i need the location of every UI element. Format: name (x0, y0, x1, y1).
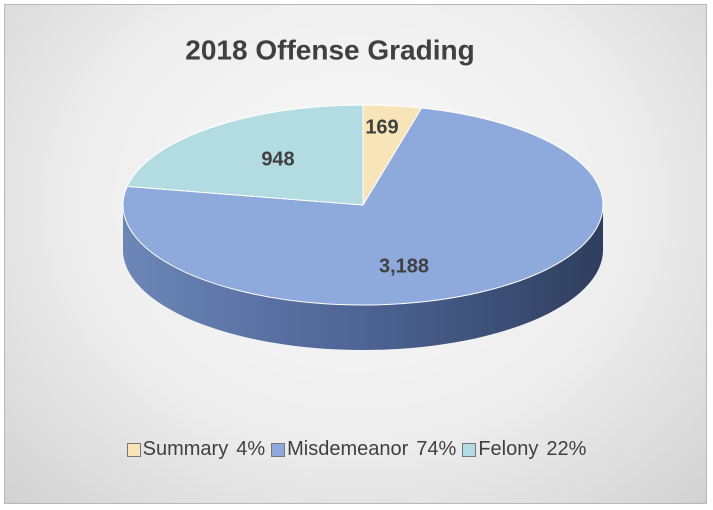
legend-label: Summary (142, 438, 229, 460)
data-label: 3,188 (379, 255, 429, 277)
pie-slice (126, 104, 364, 206)
legend-item: Felony 22% (462, 438, 586, 461)
chart-title: 2018 Offense Grading (185, 34, 474, 65)
legend-item: Summary 4% (126, 438, 266, 461)
data-label: 169 (365, 116, 398, 138)
legend-swatch (462, 442, 477, 457)
pie-side (123, 205, 603, 350)
legend-percent: 4% (236, 438, 266, 460)
legend-label: Misdemeanor (287, 438, 409, 460)
legend-percent: 22% (546, 438, 587, 460)
legend-swatch (126, 442, 141, 457)
legend-label: Felony (478, 438, 539, 460)
pie-slice (122, 107, 604, 306)
legend-swatch (271, 442, 286, 457)
legend: Summary 4% Misdemeanor 74% Felony 22% (0, 438, 713, 461)
data-label: 948 (261, 148, 294, 170)
legend-percent: 74% (416, 438, 457, 460)
legend-item: Misdemeanor 74% (271, 438, 456, 461)
